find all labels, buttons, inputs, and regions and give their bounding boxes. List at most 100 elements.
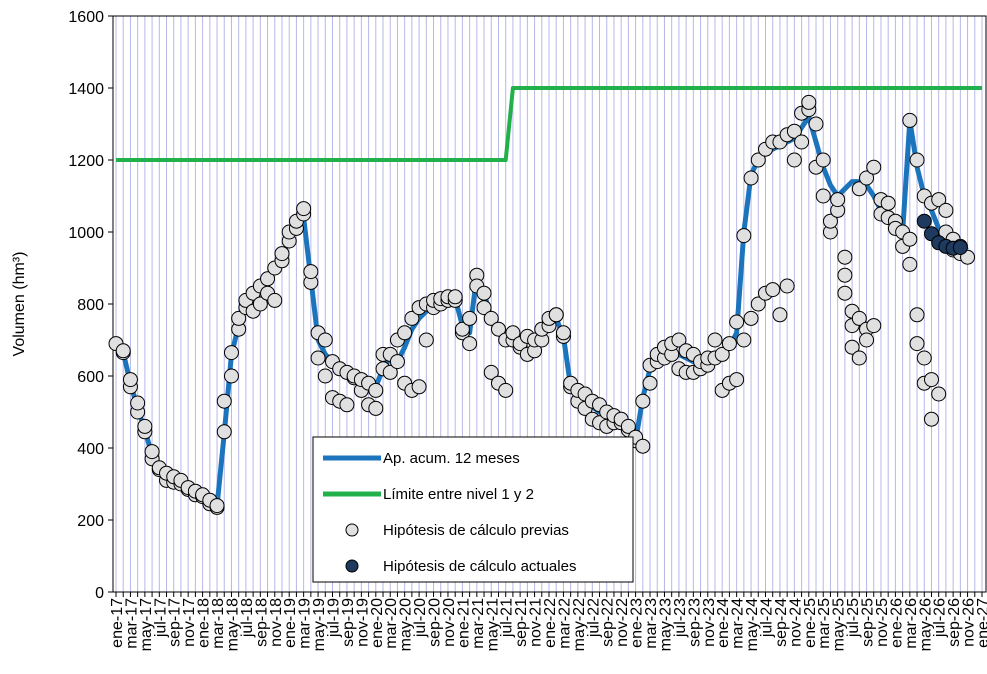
legend-swatch [345, 523, 359, 537]
scatter-point [122, 372, 138, 388]
x-tick-label: may-18 [224, 598, 241, 651]
x-tick-label: jul-23 [672, 598, 689, 638]
scatter-point [368, 400, 384, 416]
scatter-point [620, 418, 636, 434]
x-tick-label: may-26 [917, 598, 934, 651]
scatter-point [743, 310, 759, 326]
x-tick-label: jul-19 [326, 598, 343, 638]
scatter-point [635, 438, 651, 454]
scatter-point [317, 368, 333, 384]
scatter-point [317, 332, 333, 348]
scatter-point [866, 318, 882, 334]
scatter-point [462, 310, 478, 326]
scatter-point [902, 256, 918, 272]
scatter-point [339, 397, 355, 413]
scatter-point [729, 372, 745, 388]
scatter-point [801, 94, 817, 110]
scatter-point [851, 181, 867, 197]
scatter-point [909, 152, 925, 168]
x-tick-label: may-17 [138, 598, 155, 651]
x-tick-label: mar-25 [816, 598, 833, 649]
scatter-point [721, 336, 737, 352]
scatter-point [462, 336, 478, 352]
scatter-point [815, 152, 831, 168]
x-tick-label: nov-20 [441, 598, 458, 647]
legend-box [312, 436, 634, 583]
scatter-point [938, 202, 954, 218]
x-tick-label: mar-23 [643, 598, 660, 649]
x-tick-label: mar-19 [297, 598, 314, 649]
x-tick-label: jul-20 [412, 598, 429, 638]
x-tick-label: mar-21 [470, 598, 487, 649]
scatter-point [303, 264, 319, 280]
x-tick-label: ene-19 [282, 598, 299, 648]
x-tick-label: sep-20 [427, 598, 444, 647]
x-tick-label: ene-24 [715, 598, 732, 648]
scatter-point [750, 296, 766, 312]
y-axis-label: Volumen (hm³) [11, 252, 28, 357]
x-tick-label: jul-18 [239, 598, 256, 638]
legend-label: Ap. acum. 12 meses [383, 450, 520, 467]
scatter-point [310, 350, 326, 366]
scatter-point [389, 354, 405, 370]
x-tick-label: nov-19 [354, 598, 371, 647]
x-tick-label: ene-23 [629, 598, 646, 648]
x-tick-label: nov-17 [181, 598, 198, 647]
x-tick-label: ene-17 [109, 598, 126, 648]
scatter-point [902, 231, 918, 247]
scatter-point [923, 372, 939, 388]
scatter-point [952, 239, 968, 255]
scatter-point [779, 278, 795, 294]
scatter-point [296, 201, 312, 217]
x-tick-label: ene-18 [196, 598, 213, 648]
x-tick-label: ene-21 [455, 598, 472, 648]
x-tick-label: ene-25 [802, 598, 819, 648]
x-tick-label: sep-26 [946, 598, 963, 647]
scatter-point [808, 116, 824, 132]
x-tick-label: may-20 [398, 598, 415, 651]
y-tick-label: 1200 [68, 153, 104, 170]
scatter-point [772, 307, 788, 323]
x-tick-label: sep-25 [860, 598, 877, 647]
scatter-point [851, 350, 867, 366]
scatter-point [267, 292, 283, 308]
x-tick-label: may-23 [657, 598, 674, 651]
y-tick-label: 1000 [68, 225, 104, 242]
x-tick-label: mar-22 [556, 598, 573, 649]
scatter-point [404, 310, 420, 326]
x-tick-label: nov-24 [787, 598, 804, 647]
scatter-point [635, 393, 651, 409]
scatter-point [130, 395, 146, 411]
scatter-point [844, 339, 860, 355]
x-tick-label: jul-26 [932, 598, 949, 638]
y-tick-label: 1400 [68, 81, 104, 98]
x-tick-label: nov-21 [528, 598, 545, 647]
x-tick-label: sep-22 [600, 598, 617, 647]
scatter-point [923, 411, 939, 427]
scatter-point [418, 332, 434, 348]
y-tick-label: 800 [77, 297, 104, 314]
scatter-point [555, 325, 571, 341]
scatter-point [859, 332, 875, 348]
scatter-point [252, 296, 268, 312]
scatter-point [916, 350, 932, 366]
scatter-point [137, 418, 153, 434]
scatter-point [454, 321, 470, 337]
x-tick-label: may-19 [311, 598, 328, 651]
scatter-point [916, 213, 932, 229]
x-tick-label: jul-21 [499, 598, 516, 638]
x-tick-label: jul-17 [152, 598, 169, 638]
scatter-point [368, 382, 384, 398]
scatter-point [837, 267, 853, 283]
y-tick-label: 400 [77, 441, 104, 458]
scatter-point [750, 152, 766, 168]
x-tick-label: ene-26 [888, 598, 905, 648]
scatter-point [209, 498, 225, 514]
x-tick-label: sep-19 [340, 598, 357, 647]
scatter-point [851, 310, 867, 326]
scatter-point [765, 282, 781, 298]
x-tick-label: mar-18 [210, 598, 227, 649]
scatter-point [909, 336, 925, 352]
x-tick-label: ene-20 [369, 598, 386, 648]
scatter-point [671, 332, 687, 348]
